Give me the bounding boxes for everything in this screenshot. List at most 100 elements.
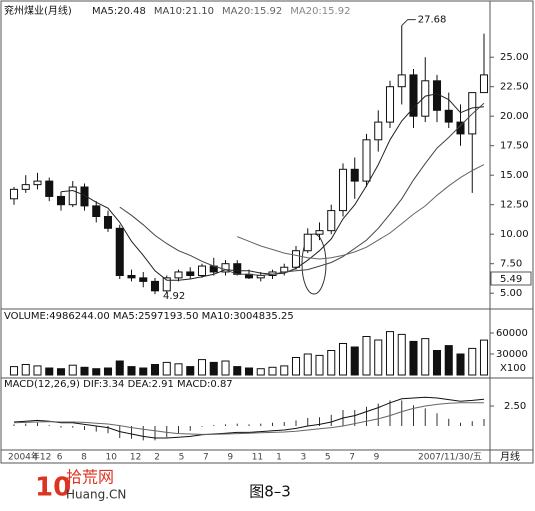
x-tick-label: 9 — [227, 453, 233, 463]
candle-body — [397, 74, 406, 88]
volume-bar — [291, 357, 301, 376]
volume-bar — [68, 364, 77, 376]
last-label: 5.49 — [500, 274, 522, 285]
candle-body — [9, 188, 19, 200]
candle-body — [221, 263, 230, 273]
candle-body — [327, 210, 336, 232]
legend-entry: MA5:20.48 — [92, 6, 146, 17]
candle-body — [303, 233, 312, 252]
volume-bar — [45, 367, 54, 376]
x-tick-label: 2007/11/30/五 — [418, 453, 482, 463]
volume-bar — [150, 364, 160, 376]
volume-bar — [186, 366, 195, 376]
volume-bar — [350, 346, 359, 376]
chart-title: 兖州煤业(月线) — [4, 4, 72, 17]
ma-line — [237, 164, 485, 260]
x-tick-label: 9 — [374, 453, 380, 463]
low-label: 4.92 — [163, 291, 185, 302]
candle-body — [421, 80, 430, 117]
candle-body — [409, 74, 418, 117]
logo: 拾荒网 — [66, 468, 114, 487]
high-label: 27.68 — [418, 15, 447, 26]
x-tick-label: 11 — [252, 453, 263, 463]
period: 月线 — [500, 450, 520, 463]
legend-entry: MA20:15.92 — [222, 6, 282, 17]
candle-body — [385, 86, 395, 123]
candle-body — [444, 109, 453, 123]
candle-body — [33, 180, 42, 186]
logo-site: Huang.CN — [66, 488, 126, 502]
candle-body — [197, 265, 207, 276]
candle-body — [374, 121, 383, 141]
volume-bar — [174, 363, 183, 376]
candle-body — [68, 186, 77, 206]
volume-bar — [21, 364, 30, 376]
volume-title: VOLUME:4986244.00 MA5:2597193.50 MA10:30… — [4, 311, 294, 322]
volume-bar — [397, 333, 406, 376]
volume-bar — [33, 365, 42, 376]
volume-bar — [421, 338, 430, 376]
candle-body — [139, 277, 148, 282]
volume-bar — [92, 368, 101, 376]
x-tick-label: 2 — [154, 453, 160, 463]
volume-bar — [432, 350, 442, 376]
volume-bar — [327, 350, 336, 376]
candle-body — [80, 186, 89, 207]
volume-bar — [197, 359, 207, 376]
volume-bar — [268, 366, 277, 376]
volume-bar — [385, 331, 395, 376]
macd-title: MACD(12,26,9) DIF:3.34 DEA:2.91 MACD:0.8… — [4, 379, 233, 390]
volume-bar — [162, 361, 171, 376]
volume-bar — [127, 366, 136, 376]
volume-bar — [56, 368, 66, 376]
y-tick-label: 5.00 — [500, 288, 522, 299]
y-tick-label: 2.50 — [504, 401, 526, 412]
x-tick-label: 5 — [179, 453, 185, 463]
volume-bar — [244, 367, 254, 376]
volume-bar — [409, 340, 418, 376]
y-tick-label: 17.50 — [500, 141, 529, 152]
x-tick-label: 12 — [130, 453, 141, 463]
volume-bar — [139, 367, 148, 376]
candle-body — [362, 139, 371, 182]
y-tick-label: 10.00 — [500, 229, 529, 240]
x-tick-label: 7 — [203, 453, 209, 463]
volume-bar — [456, 353, 465, 376]
candle-body — [92, 205, 101, 218]
x-tick-label: 8 — [81, 453, 87, 463]
volume-bar — [479, 339, 489, 376]
candle-body — [21, 184, 30, 190]
candle-body — [45, 180, 54, 197]
candle-body — [150, 280, 160, 292]
last-box — [490, 271, 532, 286]
candle-body — [291, 250, 301, 268]
frame — [0, 0, 534, 464]
logo-mark: 10 — [35, 473, 71, 503]
candle-body — [350, 168, 359, 182]
volume-bar — [256, 368, 265, 376]
volume-bar — [233, 366, 242, 376]
dea-line — [13, 402, 485, 435]
ma-line — [119, 102, 485, 277]
y-tick-label: 22.50 — [500, 82, 529, 93]
dif-line — [13, 396, 485, 439]
volume-bar — [338, 343, 348, 376]
x-tick-label: 5 — [325, 453, 331, 463]
candle-body — [115, 227, 124, 277]
candle-body — [127, 275, 136, 279]
y-tick-label: 25.00 — [500, 52, 529, 63]
volume-bar — [468, 347, 477, 376]
x-tick-label: 7 — [349, 453, 355, 463]
x-tick-label: 2004年12 — [8, 451, 51, 463]
volume-bar — [103, 367, 113, 376]
y-tick-label: 12.50 — [500, 200, 529, 211]
volume-bar — [444, 345, 453, 376]
x-tick-label: 4 — [32, 453, 38, 463]
volume-unit: X100 — [500, 363, 526, 374]
volume-bar — [80, 366, 89, 376]
volume-bar — [315, 354, 324, 376]
candle-body — [56, 195, 66, 206]
x-tick-label: 1 — [276, 453, 282, 463]
candle-body — [315, 230, 324, 235]
candle-body — [174, 271, 183, 279]
